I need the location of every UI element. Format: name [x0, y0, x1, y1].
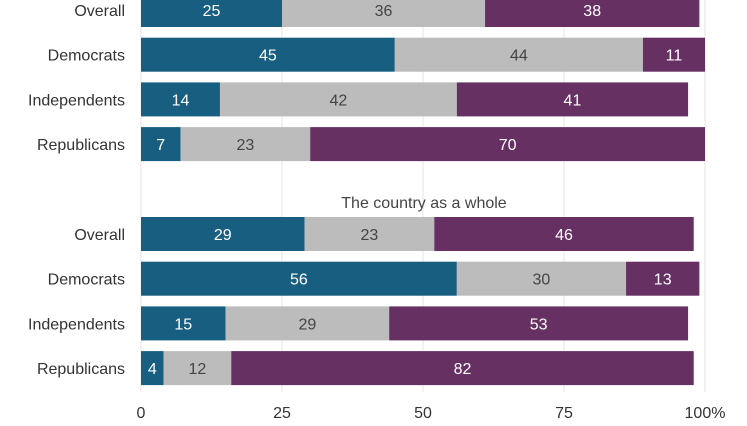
bar-segment — [219, 82, 457, 117]
tick-label: 25 — [273, 405, 291, 422]
data-label: 53 — [530, 316, 548, 333]
data-label: 36 — [375, 3, 393, 20]
data-label: 42 — [330, 92, 348, 109]
panel-titles: The country as a whole — [341, 195, 507, 212]
bars: 25 36 38 45 44 11 14 42 41 7 23 70 29 23 46 56 30 13 15 29 5… — [141, 0, 705, 386]
data-label: 13 — [654, 272, 672, 289]
data-label: 12 — [189, 361, 207, 378]
data-label: 25 — [203, 3, 221, 20]
bar-segment — [141, 82, 220, 117]
data-label: 29 — [214, 227, 232, 244]
bar-segment — [310, 127, 705, 162]
data-label: 11 — [666, 48, 683, 65]
tick-label: 0 — [137, 405, 146, 422]
bar-segment — [163, 351, 232, 386]
data-label: 23 — [361, 227, 379, 244]
category-label: Democrats — [48, 272, 125, 289]
bar-segment — [141, 351, 164, 386]
data-label: 45 — [259, 48, 277, 65]
category-label: Overall — [74, 227, 125, 244]
data-label: 15 — [174, 316, 192, 333]
bar-segment — [626, 261, 700, 296]
data-label: 70 — [499, 137, 517, 154]
data-label: 46 — [555, 227, 573, 244]
bar-segment — [642, 37, 705, 72]
panel-title: The country as a whole — [341, 195, 507, 212]
x-axis-ticks: 0 25 50 75 100% — [137, 405, 726, 422]
category-label: Republicans — [37, 137, 125, 154]
category-label: Independents — [28, 316, 125, 333]
category-labels: Overall Democrats Independents Republicans O… — [28, 3, 125, 378]
category-label: Democrats — [48, 48, 125, 65]
bar-segment — [456, 261, 627, 296]
data-label: 14 — [172, 92, 190, 109]
bar-segment — [141, 217, 305, 251]
bar-segment — [394, 37, 643, 72]
data-label: 4 — [148, 361, 157, 378]
bar-segment — [389, 306, 689, 341]
category-label: Overall — [74, 3, 125, 20]
data-label: 23 — [236, 137, 254, 154]
data-label: 30 — [533, 272, 551, 289]
data-label: 29 — [298, 316, 316, 333]
bar-segment — [141, 261, 457, 296]
bar-segment — [141, 0, 282, 27]
data-label: 44 — [510, 48, 528, 65]
bar-segment — [231, 351, 694, 386]
data-label: 7 — [156, 137, 165, 154]
bar-segment — [485, 0, 700, 27]
bar-segment — [141, 127, 181, 162]
bar-segment — [304, 217, 435, 251]
bar-segment — [456, 82, 689, 117]
data-label: 38 — [583, 3, 601, 20]
tick-label: 100% — [685, 405, 726, 422]
tick-label: 75 — [555, 405, 573, 422]
category-label: Republicans — [37, 361, 125, 378]
bar-segment — [141, 37, 395, 72]
category-label: Independents — [28, 92, 125, 109]
bar-segment — [225, 306, 390, 341]
bar-segment — [282, 0, 486, 27]
data-label: 56 — [290, 272, 308, 289]
bar-segment — [180, 127, 311, 162]
tick-label: 50 — [414, 405, 432, 422]
data-label: 82 — [454, 361, 472, 378]
bar-segment — [141, 306, 226, 341]
data-label: 41 — [564, 92, 582, 109]
bar-segment — [434, 217, 694, 251]
